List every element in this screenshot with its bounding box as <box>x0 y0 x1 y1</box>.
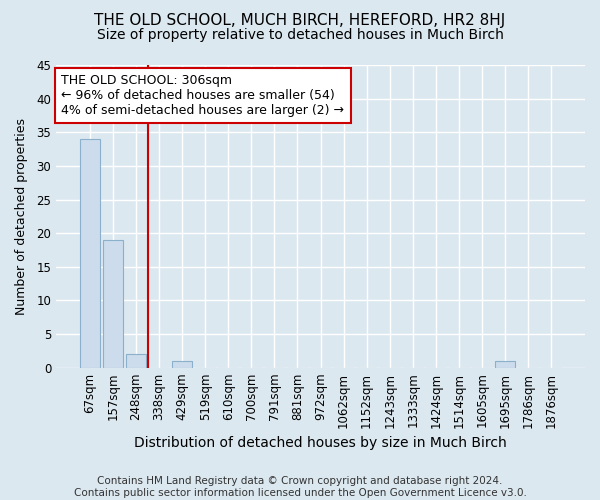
Y-axis label: Number of detached properties: Number of detached properties <box>15 118 28 315</box>
Bar <box>103 240 123 368</box>
Text: THE OLD SCHOOL: 306sqm
← 96% of detached houses are smaller (54)
4% of semi-deta: THE OLD SCHOOL: 306sqm ← 96% of detached… <box>61 74 344 117</box>
Bar <box>80 139 100 368</box>
Bar <box>172 361 192 368</box>
Text: Size of property relative to detached houses in Much Birch: Size of property relative to detached ho… <box>97 28 503 42</box>
X-axis label: Distribution of detached houses by size in Much Birch: Distribution of detached houses by size … <box>134 436 507 450</box>
Bar <box>126 354 146 368</box>
Text: THE OLD SCHOOL, MUCH BIRCH, HEREFORD, HR2 8HJ: THE OLD SCHOOL, MUCH BIRCH, HEREFORD, HR… <box>94 12 506 28</box>
Text: Contains HM Land Registry data © Crown copyright and database right 2024.
Contai: Contains HM Land Registry data © Crown c… <box>74 476 526 498</box>
Bar <box>495 361 515 368</box>
